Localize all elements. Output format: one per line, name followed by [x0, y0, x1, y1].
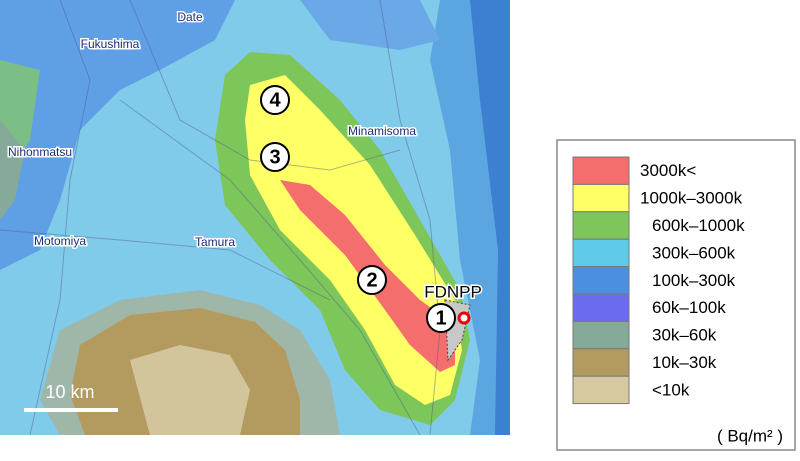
legend-unit: ( Bq/m² ) [717, 426, 783, 445]
legend-swatch [572, 266, 630, 295]
place-label: Fukushima [81, 37, 140, 51]
place-label: Tamura [195, 235, 235, 249]
marker-number: 4 [269, 89, 281, 111]
legend-swatch [572, 293, 630, 322]
place-label: Motomiya [34, 234, 86, 248]
place-label: Minamisoma [348, 124, 416, 138]
legend: 3000k< 1000k–3000k 600k–1000k 300k–600k 100k… [556, 139, 796, 451]
marker-number: 1 [435, 307, 446, 329]
legend-swatch [572, 320, 630, 350]
legend-swatch [572, 183, 630, 213]
legend-label: 3000k< [640, 161, 696, 180]
legend-label: 10k–30k [652, 353, 717, 372]
marker-circle [357, 265, 387, 295]
marker-circle [426, 303, 456, 333]
legend-swatch [572, 211, 630, 240]
legend-swatch [572, 375, 630, 405]
legend-label: 1000k–3000k [640, 189, 743, 208]
legend-swatch [572, 348, 630, 377]
site-dot [457, 311, 471, 325]
legend-label: 30k–60k [652, 326, 717, 345]
scale-label: 10 km [45, 382, 94, 402]
legend-label: 600k–1000k [652, 216, 745, 235]
place-label: Nihonmatsu [8, 145, 72, 159]
legend-swatch [572, 238, 630, 268]
marker-number: 2 [366, 269, 377, 291]
legend-swatch [572, 156, 630, 185]
roads [0, 0, 441, 436]
legend-label: <10k [652, 380, 690, 399]
marker-circle [260, 85, 290, 115]
marker-number: 3 [269, 146, 280, 168]
site-label: FDNPP [424, 282, 482, 301]
legend-label: 300k–600k [652, 243, 736, 262]
legend-label: 100k–300k [652, 271, 736, 290]
marker-circle [260, 142, 290, 172]
place-label: Date [177, 10, 203, 24]
legend-label: 60k–100k [652, 298, 726, 317]
